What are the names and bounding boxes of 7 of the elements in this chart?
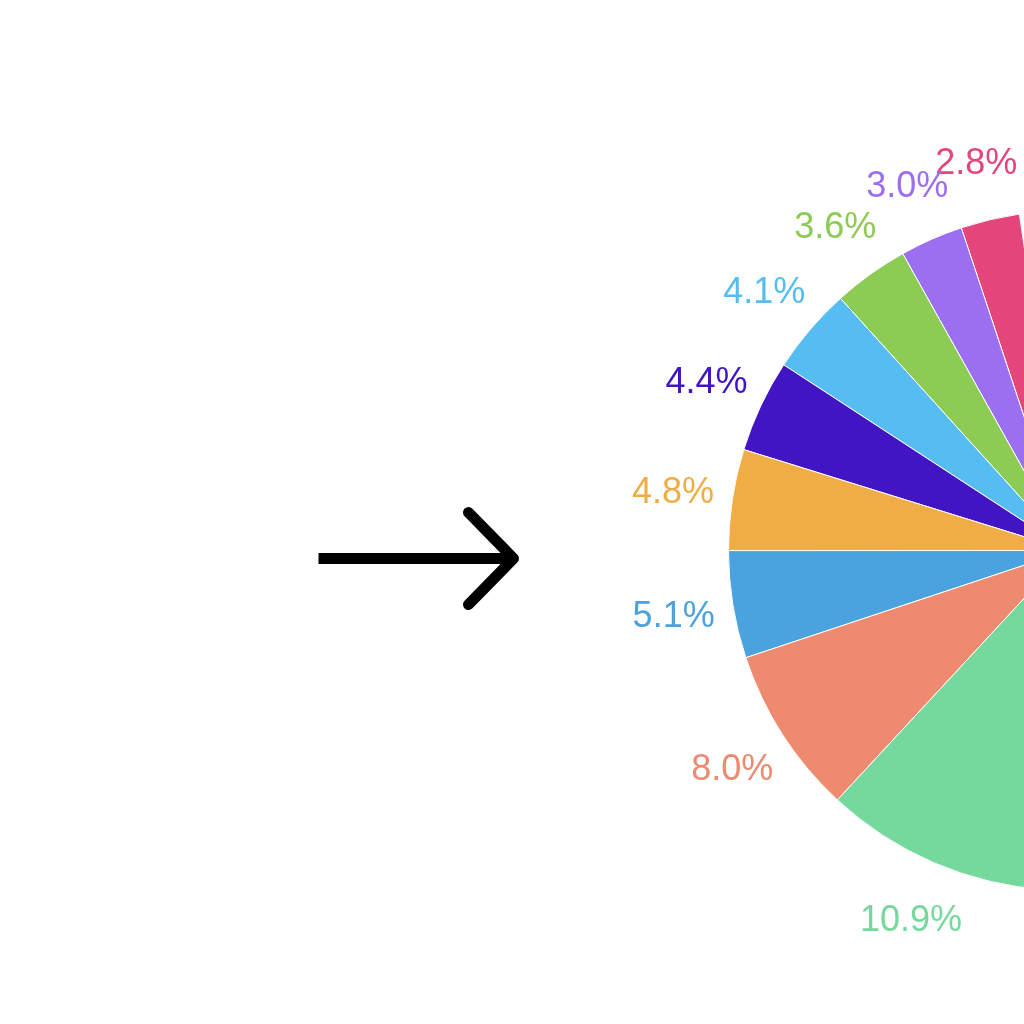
data-label: 4.4%: [665, 359, 748, 401]
data-label: 8.0%: [691, 746, 774, 788]
data-label: 5.1%: [632, 593, 715, 635]
data-label: 3.6%: [794, 205, 877, 246]
data-label: 10.9%: [859, 897, 962, 939]
data-label: 4.1%: [723, 270, 806, 312]
data-label: 4.8%: [631, 470, 715, 512]
